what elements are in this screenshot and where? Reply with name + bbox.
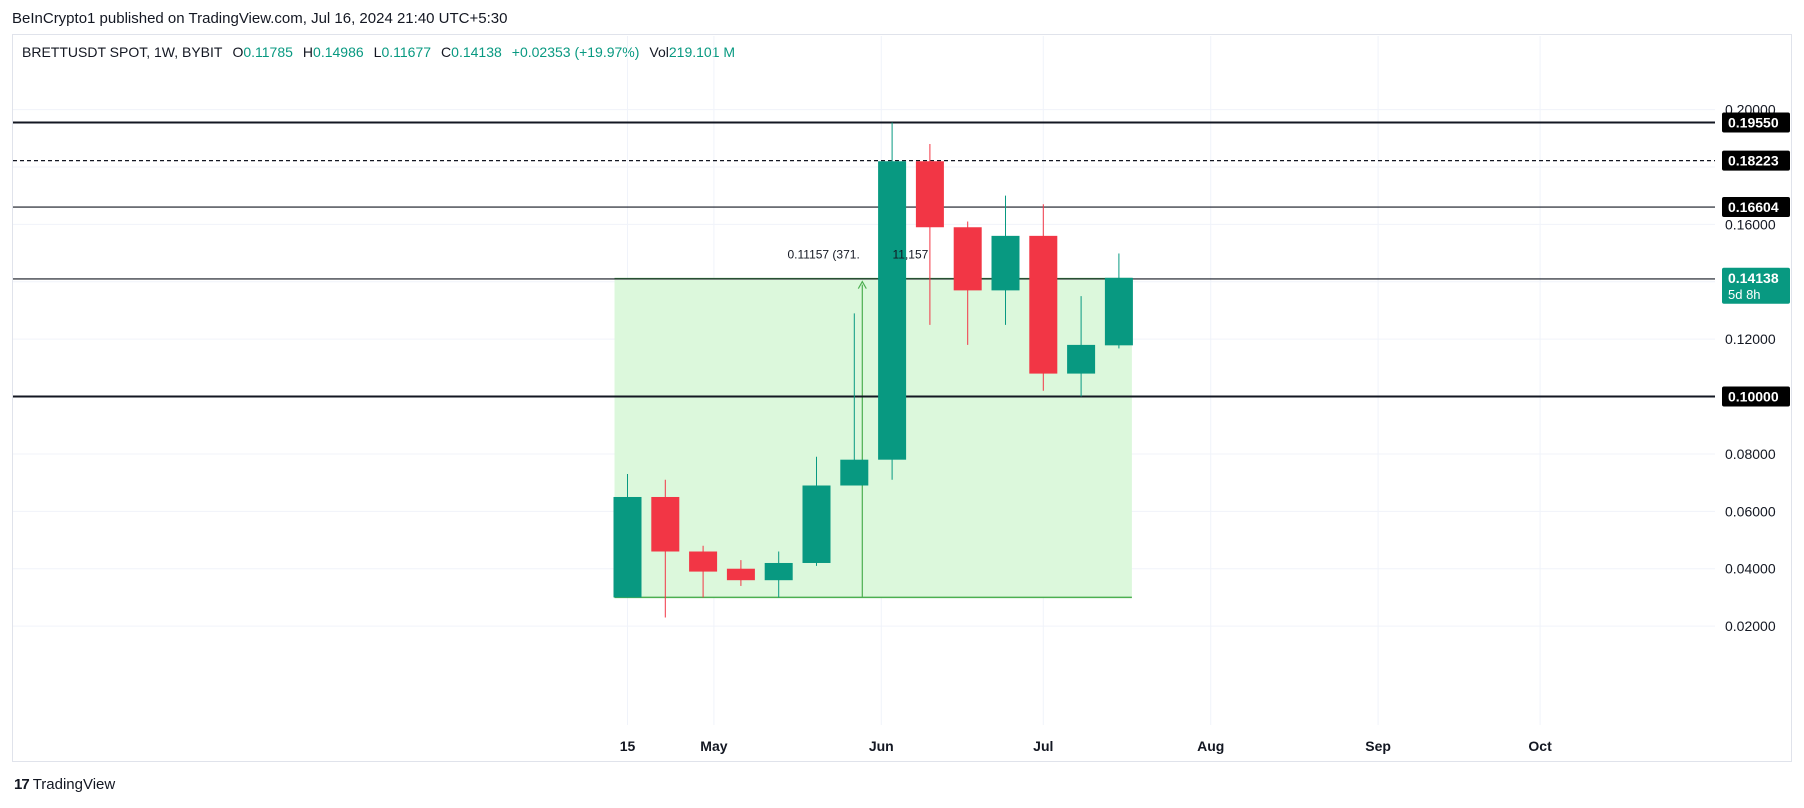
y-tick-label: 0.08000 — [1725, 446, 1776, 462]
x-tick-label: Jun — [869, 738, 894, 754]
close-value: 0.14138 — [451, 44, 502, 60]
chart-frame — [12, 34, 1792, 762]
publisher-line: BeInCrypto1 published on TradingView.com… — [12, 10, 508, 27]
level-badge — [1722, 112, 1790, 133]
candle-body — [1104, 277, 1133, 346]
change-value: +0.02353 (+19.97%) — [511, 44, 640, 60]
price-range-arrow-head — [857, 280, 867, 289]
candle-body — [915, 161, 944, 228]
ohlc-legend: BRETTUSDT SPOT, 1W, BYBIT O0.11785 H0.1498… — [22, 44, 745, 60]
price-range-label-tail: 11,157 — [893, 248, 929, 262]
level-badge-label: 0.19550 — [1728, 115, 1779, 131]
symbol-label[interactable]: BRETTUSDT SPOT, 1W, BYBIT — [22, 44, 223, 60]
level-badge — [1722, 386, 1790, 407]
y-tick-label: 0.04000 — [1725, 561, 1776, 577]
volume-label: Vol — [649, 44, 669, 60]
open-value: 0.11785 — [243, 44, 293, 60]
level-badge — [1722, 150, 1790, 171]
low-label: L — [373, 44, 382, 60]
candle-body — [613, 496, 642, 598]
x-tick-label: Jul — [1033, 738, 1053, 754]
x-tick-label: Oct — [1528, 738, 1552, 754]
open-label: O — [232, 44, 244, 60]
level-badge-label: 0.16604 — [1728, 199, 1779, 215]
x-tick-label: May — [700, 738, 727, 754]
candle-body — [1029, 235, 1058, 374]
y-tick-label: 0.02000 — [1725, 618, 1776, 634]
level-badge — [1722, 197, 1790, 218]
high-value: 0.14986 — [313, 44, 364, 60]
tradingview-brand[interactable]: 17 TradingView — [14, 776, 115, 793]
tradingview-wordmark: TradingView — [32, 776, 116, 793]
candle-body — [840, 459, 869, 486]
price-range-label: 0.11157 (371. — [788, 248, 860, 262]
level-badge-label: 0.18223 — [1728, 153, 1779, 169]
level-badge-label: 0.10000 — [1728, 389, 1779, 405]
last-price-badge — [1722, 267, 1790, 304]
bar-countdown-label: 5d 8h — [1728, 287, 1761, 302]
volume-value: 219.101 M — [668, 44, 736, 60]
candle-body — [651, 496, 680, 552]
candle-body — [726, 568, 755, 581]
y-tick-label: 0.16000 — [1725, 216, 1776, 232]
x-tick-label: Sep — [1365, 738, 1391, 754]
candle-body — [953, 227, 982, 291]
x-tick-label: 15 — [620, 738, 636, 754]
y-tick-label: 0.06000 — [1725, 503, 1776, 519]
tradingview-logo-icon: 17 — [14, 776, 30, 793]
close-label: C — [441, 44, 452, 60]
x-tick-label: Aug — [1197, 738, 1224, 754]
candle-body — [802, 485, 831, 563]
high-label: H — [302, 44, 314, 60]
last-price-label: 0.14138 — [1728, 270, 1779, 286]
candle-body — [991, 235, 1020, 291]
low-value: 0.11677 — [381, 44, 432, 60]
candle-body — [764, 562, 793, 581]
candle-body — [689, 551, 718, 572]
candle-body — [878, 161, 907, 460]
candle-body — [1067, 344, 1096, 374]
y-tick-label: 0.12000 — [1725, 331, 1776, 347]
